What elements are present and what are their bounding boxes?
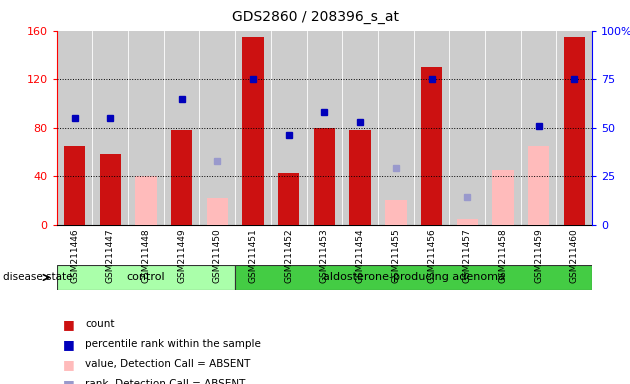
Text: disease state: disease state	[3, 272, 72, 283]
Text: GSM211454: GSM211454	[356, 228, 365, 283]
Text: value, Detection Call = ABSENT: value, Detection Call = ABSENT	[85, 359, 251, 369]
Bar	[171, 130, 192, 225]
Bar	[100, 154, 121, 225]
Text: GSM211456: GSM211456	[427, 228, 436, 283]
Text: aldosterone-producing adenoma: aldosterone-producing adenoma	[323, 272, 505, 283]
Bar	[421, 67, 442, 225]
Bar	[235, 265, 592, 290]
Text: GSM211458: GSM211458	[498, 228, 507, 283]
Bar	[564, 37, 585, 225]
Text: GSM211459: GSM211459	[534, 228, 543, 283]
Text: rank, Detection Call = ABSENT: rank, Detection Call = ABSENT	[85, 379, 246, 384]
Text: GSM211449: GSM211449	[177, 228, 186, 283]
Text: GSM211452: GSM211452	[284, 228, 293, 283]
Text: GSM211448: GSM211448	[142, 228, 151, 283]
Text: GSM211460: GSM211460	[570, 228, 579, 283]
Text: ■: ■	[63, 318, 75, 331]
Text: GSM211453: GSM211453	[320, 228, 329, 283]
Text: GSM211446: GSM211446	[70, 228, 79, 283]
Text: control: control	[127, 272, 165, 283]
Bar	[135, 176, 157, 225]
Text: GSM211447: GSM211447	[106, 228, 115, 283]
Text: GSM211450: GSM211450	[213, 228, 222, 283]
Bar	[350, 130, 371, 225]
Bar	[278, 172, 299, 225]
Bar	[457, 218, 478, 225]
Text: ■: ■	[63, 338, 75, 351]
Text: count: count	[85, 319, 115, 329]
Bar	[243, 37, 264, 225]
Text: GSM211457: GSM211457	[463, 228, 472, 283]
Text: percentile rank within the sample: percentile rank within the sample	[85, 339, 261, 349]
Text: ■: ■	[63, 358, 75, 371]
Bar	[64, 146, 85, 225]
Bar	[57, 265, 235, 290]
Bar	[385, 200, 406, 225]
Bar	[207, 198, 228, 225]
Text: GSM211451: GSM211451	[249, 228, 258, 283]
Text: ■: ■	[63, 378, 75, 384]
Bar	[492, 170, 513, 225]
Text: GDS2860 / 208396_s_at: GDS2860 / 208396_s_at	[231, 10, 399, 23]
Bar	[528, 146, 549, 225]
Bar	[314, 128, 335, 225]
Text: GSM211455: GSM211455	[391, 228, 400, 283]
